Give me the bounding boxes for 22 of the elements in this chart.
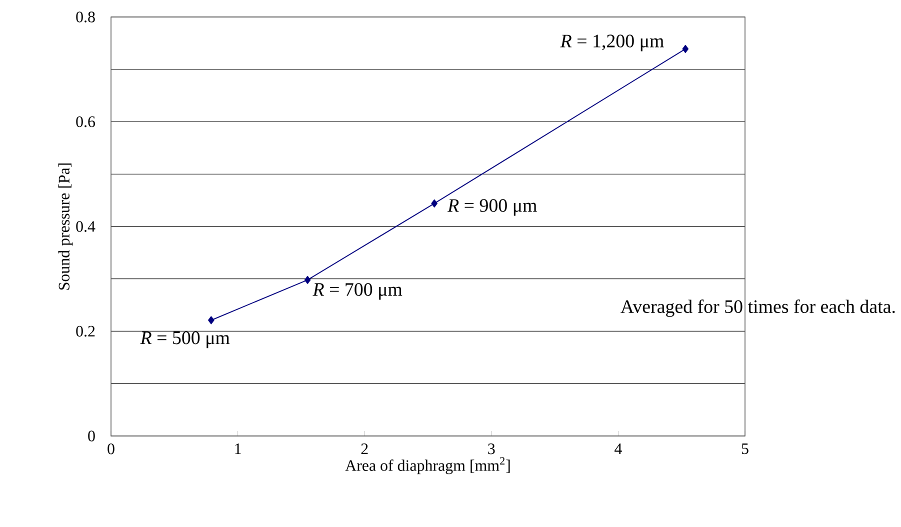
x-tick-label: 5 (742, 444, 748, 454)
point (208, 316, 214, 324)
x-tick-label: 3 (488, 444, 495, 454)
annotation: R = 1,200 μm (560, 34, 664, 52)
x-tick-label: 0 (108, 444, 114, 454)
annotation: Averaged for 50 times for each data. (620, 299, 895, 317)
x-axis-title: Area of diaphragm [mm$^{2}$] (345, 457, 510, 474)
y-tick-label: 0.6 (76, 116, 96, 128)
y-tick-label: 0 (88, 430, 95, 442)
point (304, 276, 311, 284)
y-tick-label: 0.4 (76, 221, 96, 232)
x-tick-label: 4 (614, 444, 622, 454)
point (682, 44, 689, 53)
y-tick-label: 0.2 (76, 326, 95, 337)
annotation: R = 900 μm (447, 199, 537, 216)
annotation: R = 500 μm (140, 331, 230, 348)
annotation: R = 700 μm (312, 283, 402, 300)
x-tick-label: 1 (235, 444, 241, 454)
y-axis-title: Sound pressure [Pa] (58, 163, 73, 290)
point (431, 199, 438, 208)
x-tick-label: 2 (361, 444, 368, 454)
y-tick-label: 0.8 (76, 12, 95, 22)
